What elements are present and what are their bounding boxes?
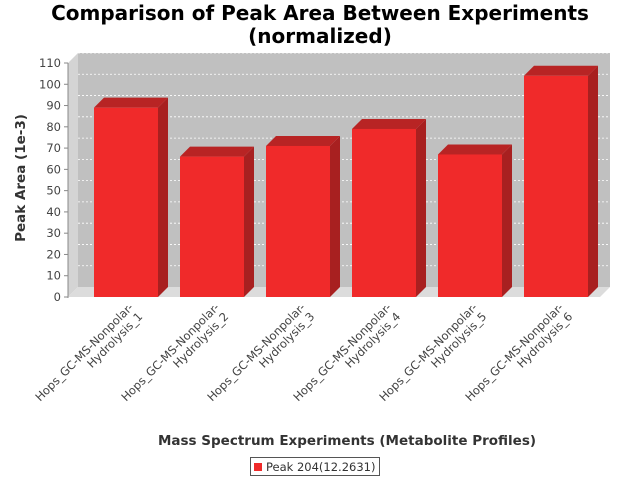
- y-tick-label: 0: [54, 290, 61, 304]
- y-tick-label: 10: [46, 269, 61, 283]
- y-axis: 0 10 20 30 40 50 60 70 80 90 100 110: [39, 56, 69, 304]
- bar-top: [524, 65, 598, 76]
- y-tick-label: 20: [46, 247, 61, 261]
- bar-front: [94, 107, 158, 297]
- bar-top: [352, 118, 426, 129]
- legend: Peak 204(12.2631): [250, 457, 381, 476]
- bar-top: [180, 146, 254, 157]
- bar-top: [266, 135, 340, 146]
- y-tick-label: 80: [46, 120, 61, 134]
- bar-front: [524, 75, 588, 297]
- bars: [94, 65, 598, 297]
- chart-title-line-2: (normalized): [248, 24, 392, 48]
- bar: [438, 144, 512, 297]
- bar-side: [588, 65, 598, 297]
- y-tick-label: 50: [46, 184, 61, 198]
- bar: [524, 65, 598, 297]
- y-tick-label: 110: [39, 56, 61, 70]
- legend-label: Peak 204(12.2631): [266, 459, 376, 474]
- y-tick-label: 70: [46, 141, 61, 155]
- bar-front: [266, 145, 330, 297]
- bar: [266, 135, 340, 297]
- bar-side: [416, 118, 426, 297]
- bar-top: [94, 97, 168, 108]
- bar-side: [330, 135, 340, 297]
- bar-top: [438, 144, 512, 155]
- y-tick-label: 60: [46, 162, 61, 176]
- y-tick-label: 40: [46, 205, 61, 219]
- bar-side: [244, 146, 254, 297]
- bar: [352, 118, 426, 297]
- bar-front: [438, 154, 502, 297]
- bar-side: [158, 97, 168, 297]
- x-tick-label-line: Hops_GC-MS-Nonpolar-: [32, 300, 136, 404]
- legend-swatch: [254, 462, 262, 471]
- bar: [94, 97, 168, 297]
- y-tick-label: 30: [46, 226, 61, 240]
- bar-side: [502, 144, 512, 297]
- bar-front: [352, 128, 416, 297]
- bar: [180, 146, 254, 297]
- x-tick-labels: Hops_GC-MS-Nonpolar-Hydrolysis_1Hops_GC-…: [32, 300, 575, 404]
- y-tick-label: 90: [46, 99, 61, 113]
- x-axis-label: Mass Spectrum Experiments (Metabolite Pr…: [158, 433, 536, 449]
- y-tick-label: 100: [39, 77, 61, 91]
- chart-title: Comparison of Peak Area Between Experime…: [0, 2, 640, 48]
- chart-title-line-1: Comparison of Peak Area Between Experime…: [51, 1, 589, 25]
- plot-left-wall: [68, 53, 78, 297]
- y-axis-label: Peak Area (1e-3): [13, 114, 29, 242]
- bar-front: [180, 156, 244, 297]
